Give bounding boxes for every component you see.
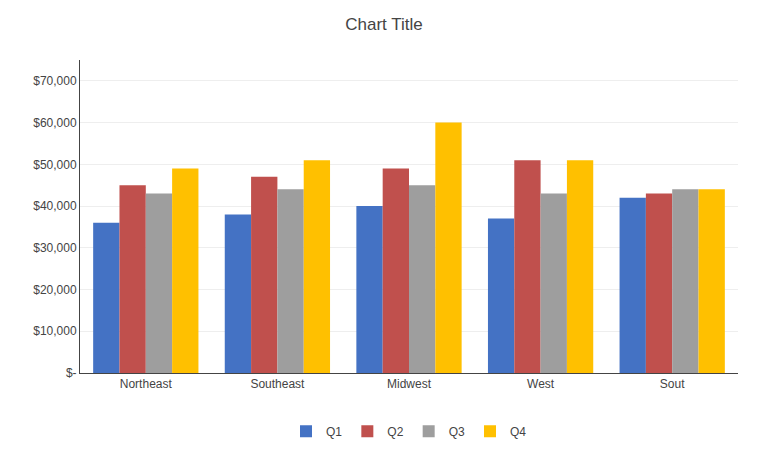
svg-text:$60,000: $60,000	[33, 116, 77, 130]
svg-text:$40,000: $40,000	[33, 199, 77, 213]
svg-text:Midwest: Midwest	[387, 377, 432, 391]
svg-text:$50,000: $50,000	[33, 158, 77, 172]
svg-text:Northeast: Northeast	[120, 377, 173, 391]
svg-text:Q3: Q3	[449, 425, 465, 439]
svg-text:Sout: Sout	[660, 377, 685, 391]
svg-text:Southeast: Southeast	[250, 377, 305, 391]
svg-text:$10,000: $10,000	[33, 324, 77, 338]
svg-text:West: West	[527, 377, 555, 391]
svg-text:Q2: Q2	[387, 425, 403, 439]
svg-text:$30,000: $30,000	[33, 241, 77, 255]
svg-text:Q4: Q4	[510, 425, 526, 439]
svg-text:$70,000: $70,000	[33, 74, 77, 88]
svg-text:Chart Title: Chart Title	[345, 15, 422, 34]
svg-text:Q1: Q1	[326, 425, 342, 439]
svg-text:$20,000: $20,000	[33, 283, 77, 297]
svg-text:$-: $-	[66, 366, 77, 380]
